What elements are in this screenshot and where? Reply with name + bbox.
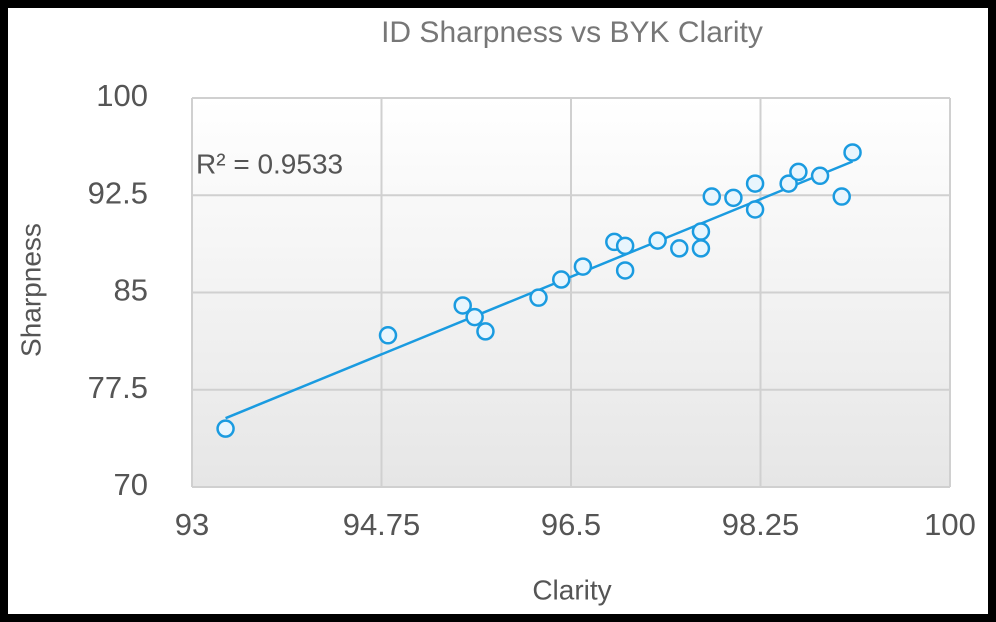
point [789,162,808,182]
point [702,187,722,206]
point [832,187,851,206]
point [670,239,689,258]
x-tick-label: 100 [924,507,976,542]
point [648,231,667,250]
y-tick-label: 100 [96,78,148,113]
point [552,270,571,289]
x-tick-label: 94.75 [343,507,421,542]
point [615,236,635,256]
point [691,239,711,258]
point [615,261,635,280]
y-tick-label: 77.5 [88,370,148,405]
point [843,143,862,162]
point [573,257,593,276]
point [216,419,235,438]
point [810,166,830,186]
x-tick-label: 96.5 [541,507,601,542]
point [378,326,398,345]
y-tick-label: 92.5 [88,175,148,210]
point [779,174,798,193]
point [691,222,711,241]
point [476,322,495,341]
point [529,288,548,307]
y-axis-title: Sharpness [15,223,46,357]
chart-title: ID Sharpness vs BYK Clarity [381,16,763,49]
x-tick-label: 98.25 [722,507,800,542]
point [745,200,765,219]
annotation: R² = 0.9533 [196,148,343,179]
point [465,307,484,327]
point [724,188,743,208]
point [453,296,472,315]
x-tick-label: 93 [175,507,209,542]
point [745,174,765,193]
y-tick-label: 85 [114,273,148,308]
y-tick-label: 70 [114,467,148,502]
x-axis-title: Clarity [532,574,611,605]
